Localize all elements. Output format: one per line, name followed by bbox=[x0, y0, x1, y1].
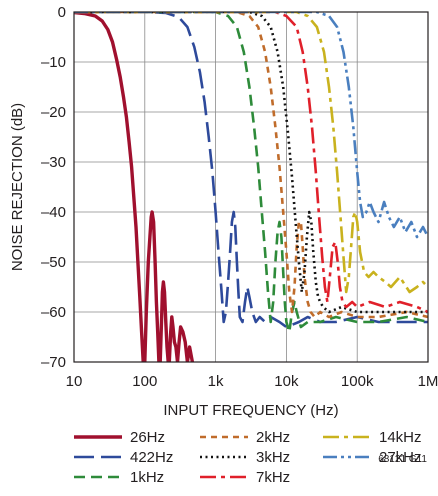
series-27khz-line bbox=[74, 12, 428, 239]
y-tick-label: –60 bbox=[41, 304, 66, 321]
y-tick-label: 0 bbox=[58, 4, 66, 21]
legend-label-27khz: 27kHz bbox=[379, 449, 422, 466]
legend-label-7khz: 7kHz bbox=[256, 469, 290, 486]
y-tick-label: –40 bbox=[41, 204, 66, 221]
figure-id: 68121 G11 bbox=[378, 454, 427, 465]
y-tick-label: –30 bbox=[41, 154, 66, 171]
grid bbox=[74, 12, 428, 362]
x-tick-label: 100 bbox=[132, 373, 157, 390]
series-1khz-line bbox=[74, 12, 428, 334]
legend-label-422hz: 422Hz bbox=[130, 449, 173, 466]
series-422hz-line bbox=[74, 12, 428, 329]
x-tick-labels: 10 100 1k 10k 100k 1M bbox=[66, 373, 438, 390]
y-axis-label: NOISE REJECTION (dB) bbox=[9, 103, 26, 271]
legend-label-14khz: 14kHz bbox=[379, 429, 422, 446]
legend-label-3khz: 3kHz bbox=[256, 449, 290, 466]
legend-label-1khz: 1kHz bbox=[130, 469, 164, 486]
plot-frame bbox=[73, 11, 429, 363]
y-tick-label: –50 bbox=[41, 254, 66, 271]
series-14khz-line bbox=[74, 12, 428, 294]
legend-label-2khz: 2kHz bbox=[256, 429, 290, 446]
x-axis-label: INPUT FREQUENCY (Hz) bbox=[163, 402, 338, 419]
y-tick-label: –70 bbox=[41, 354, 66, 371]
x-tick-label: 100k bbox=[341, 373, 374, 390]
series-7khz-line bbox=[74, 12, 428, 314]
y-tick-labels: 0 –10 –20 –30 –40 –50 –60 –70 bbox=[41, 4, 66, 371]
x-tick-label: 1M bbox=[418, 373, 438, 390]
x-tick-label: 1k bbox=[208, 373, 224, 390]
legend-label-26hz: 26Hz bbox=[130, 429, 165, 446]
x-tick-label: 10 bbox=[66, 373, 83, 390]
series-group bbox=[74, 12, 428, 362]
y-tick-label: –10 bbox=[41, 54, 66, 71]
y-tick-label: –20 bbox=[41, 104, 66, 121]
legend: 26Hz 422Hz 1kHz 2kHz 3kHz 7kHz 14kHz 27kHz bbox=[74, 429, 422, 486]
series-3khz-line bbox=[74, 12, 428, 314]
series-26hz-line bbox=[74, 12, 195, 362]
series-2khz-line bbox=[74, 12, 428, 319]
x-tick-label: 10k bbox=[274, 373, 299, 390]
